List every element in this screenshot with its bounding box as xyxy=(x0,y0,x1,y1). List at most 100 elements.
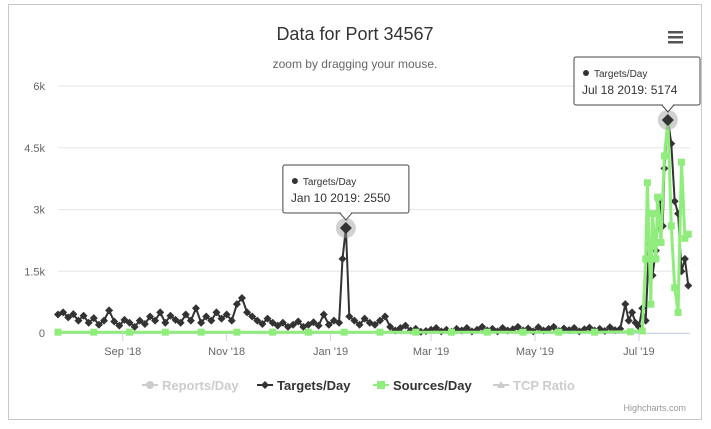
data-point[interactable] xyxy=(375,316,384,325)
data-point[interactable] xyxy=(269,328,277,336)
data-point[interactable] xyxy=(324,320,333,329)
data-point[interactable] xyxy=(376,328,384,336)
data-point[interactable] xyxy=(176,318,185,327)
data-point[interactable] xyxy=(186,316,195,325)
data-point[interactable] xyxy=(670,197,679,206)
data-point[interactable] xyxy=(643,179,651,187)
data-point[interactable] xyxy=(125,318,134,327)
data-point[interactable] xyxy=(338,254,347,263)
data-point[interactable] xyxy=(319,310,328,319)
data-point[interactable] xyxy=(570,324,579,333)
data-point[interactable] xyxy=(243,308,252,317)
data-point[interactable] xyxy=(360,314,369,323)
data-point[interactable] xyxy=(681,234,689,242)
data-point[interactable] xyxy=(314,321,323,330)
data-point[interactable] xyxy=(412,328,420,336)
plot-area[interactable] xyxy=(54,116,693,336)
data-point[interactable] xyxy=(355,320,364,329)
data-point[interactable] xyxy=(335,318,344,327)
series-targets-day[interactable] xyxy=(54,116,693,336)
data-point[interactable] xyxy=(156,308,165,317)
data-point[interactable] xyxy=(89,314,98,323)
data-point[interactable] xyxy=(212,308,221,317)
data-point[interactable] xyxy=(84,318,93,327)
data-point[interactable] xyxy=(626,328,634,336)
data-point[interactable] xyxy=(64,313,73,322)
data-point[interactable] xyxy=(555,328,563,336)
data-point[interactable] xyxy=(660,152,668,160)
data-point[interactable] xyxy=(649,210,657,218)
data-point[interactable] xyxy=(145,312,154,321)
data-point[interactable] xyxy=(140,319,149,328)
data-point[interactable] xyxy=(161,328,169,336)
data-point[interactable] xyxy=(642,255,650,263)
data-point[interactable] xyxy=(386,322,395,331)
data-point[interactable] xyxy=(197,318,206,327)
data-point[interactable] xyxy=(110,317,119,326)
data-point[interactable] xyxy=(191,304,200,313)
data-point[interactable] xyxy=(671,284,679,292)
data-point[interactable] xyxy=(432,324,441,333)
data-point[interactable] xyxy=(90,328,98,336)
data-point[interactable] xyxy=(222,310,231,319)
data-point[interactable] xyxy=(345,312,354,321)
data-point[interactable] xyxy=(381,312,390,321)
data-point[interactable] xyxy=(448,328,456,336)
data-point[interactable] xyxy=(253,316,262,325)
data-point[interactable] xyxy=(309,318,318,327)
data-point[interactable] xyxy=(207,316,216,325)
legend-item-reports-day[interactable]: Reports/Day xyxy=(142,378,239,393)
data-point[interactable] xyxy=(105,306,114,315)
data-point[interactable] xyxy=(677,158,685,166)
data-point[interactable] xyxy=(197,328,205,336)
data-point[interactable] xyxy=(263,314,272,323)
data-point[interactable] xyxy=(166,311,175,320)
data-point[interactable] xyxy=(654,193,662,201)
data-point[interactable] xyxy=(126,328,134,336)
data-point[interactable] xyxy=(278,318,287,327)
data-point[interactable] xyxy=(217,314,226,323)
data-point[interactable] xyxy=(232,300,241,309)
data-point[interactable] xyxy=(258,319,267,328)
data-point[interactable] xyxy=(340,328,348,336)
data-point[interactable] xyxy=(233,328,241,336)
data-point[interactable] xyxy=(638,327,646,335)
data-point[interactable] xyxy=(624,316,633,325)
data-point[interactable] xyxy=(99,316,108,325)
data-point[interactable] xyxy=(69,310,78,319)
data-point[interactable] xyxy=(401,321,410,330)
data-point[interactable] xyxy=(289,320,298,329)
legend-item-tcp-ratio[interactable]: TCP Ratio xyxy=(493,378,575,393)
data-point[interactable] xyxy=(519,328,527,336)
data-point[interactable] xyxy=(680,254,689,263)
data-point[interactable] xyxy=(237,294,246,303)
data-point[interactable] xyxy=(621,300,630,309)
data-point[interactable] xyxy=(462,324,471,333)
data-point[interactable] xyxy=(657,238,665,246)
data-point[interactable] xyxy=(652,255,660,263)
data-point[interactable] xyxy=(79,311,88,320)
data-point[interactable] xyxy=(161,318,170,327)
data-point[interactable] xyxy=(151,316,160,325)
data-point[interactable] xyxy=(248,312,257,321)
legend-item-targets-day[interactable]: Targets/Day xyxy=(257,378,351,393)
data-point[interactable] xyxy=(202,312,211,321)
data-point[interactable] xyxy=(294,317,303,326)
series-sources-day[interactable] xyxy=(54,117,692,336)
data-point[interactable] xyxy=(370,320,379,329)
data-point[interactable] xyxy=(647,300,655,308)
legend-item-sources-day[interactable]: Sources/Day xyxy=(373,378,473,393)
legend[interactable]: Reports/Day Targets/Day Sources/Day TCP Rat… xyxy=(142,378,575,393)
data-point[interactable] xyxy=(674,308,682,316)
data-point[interactable] xyxy=(227,316,236,325)
data-point[interactable] xyxy=(59,308,68,317)
data-point[interactable] xyxy=(115,321,124,330)
data-point[interactable] xyxy=(591,328,599,336)
data-point[interactable] xyxy=(628,308,637,317)
data-point[interactable] xyxy=(667,222,675,230)
hamburger-menu-icon[interactable] xyxy=(664,28,686,46)
data-point[interactable] xyxy=(94,320,103,329)
data-point[interactable] xyxy=(350,316,359,325)
data-point[interactable] xyxy=(74,316,83,325)
